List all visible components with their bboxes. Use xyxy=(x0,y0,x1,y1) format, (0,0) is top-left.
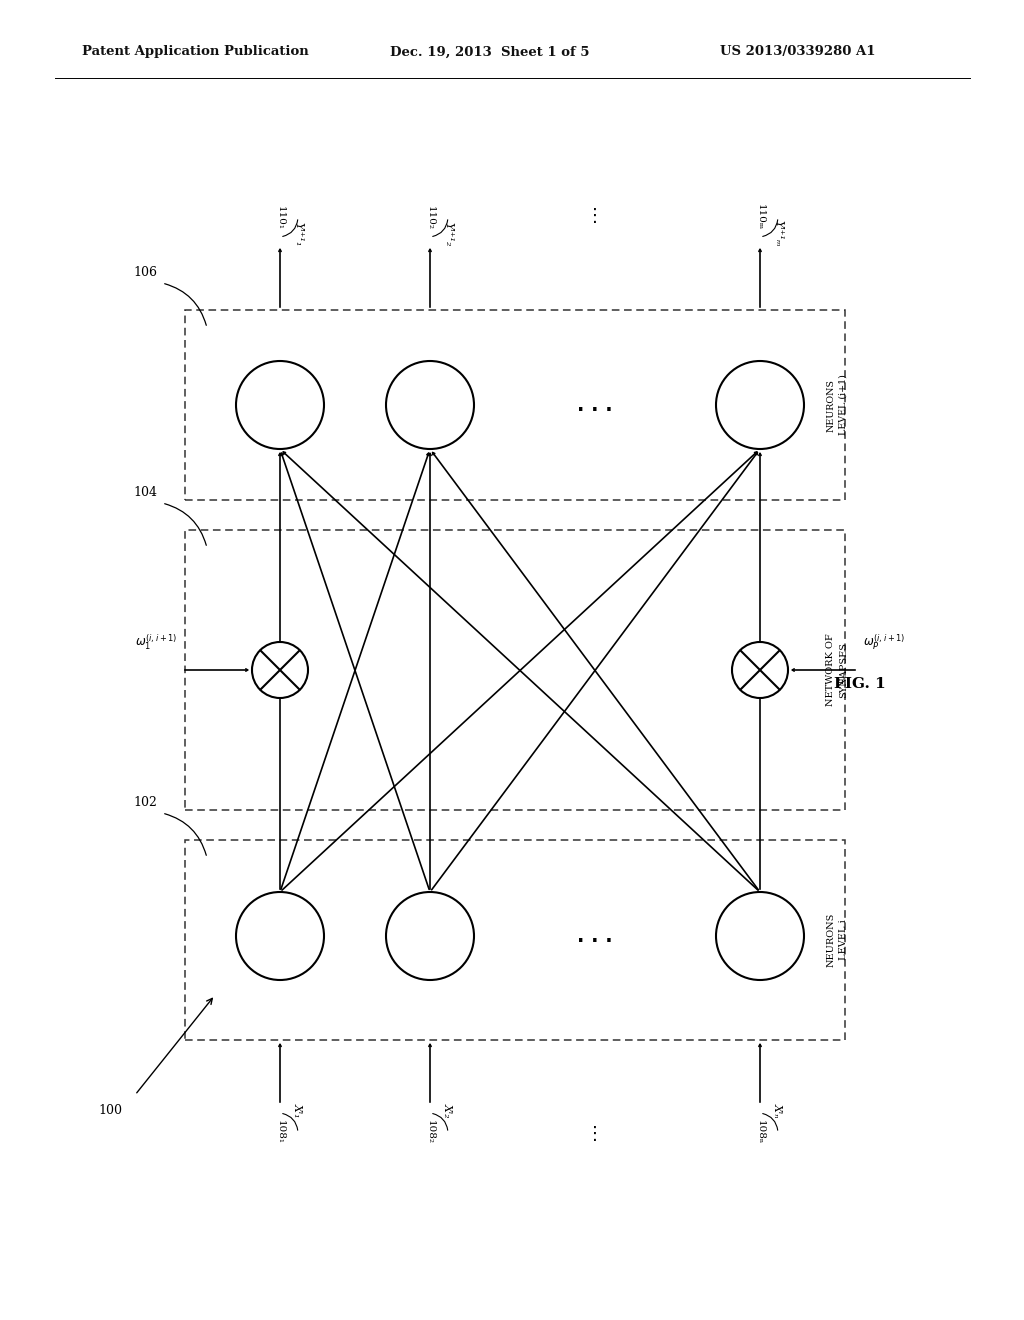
Circle shape xyxy=(236,892,324,979)
Circle shape xyxy=(732,642,788,698)
Bar xyxy=(185,840,845,1040)
Circle shape xyxy=(386,892,474,979)
Text: 110₂: 110₂ xyxy=(426,206,434,230)
Text: . . .: . . . xyxy=(578,396,612,414)
Circle shape xyxy=(386,360,474,449)
Text: . . .: . . . xyxy=(578,927,612,945)
Text: 108₁: 108₁ xyxy=(275,1119,285,1144)
Bar xyxy=(185,531,845,810)
Text: Yⁱ⁺¹₁: Yⁱ⁺¹₁ xyxy=(293,223,303,247)
Text: 110ₘ: 110ₘ xyxy=(756,203,765,230)
Text: 108ₙ: 108ₙ xyxy=(756,1119,765,1144)
Text: Yⁱ⁺¹₂: Yⁱ⁺¹₂ xyxy=(443,223,453,247)
Text: $\omega_P^{(i, i+1)}$: $\omega_P^{(i, i+1)}$ xyxy=(863,632,905,652)
Text: 102: 102 xyxy=(133,796,157,809)
Text: 108₂: 108₂ xyxy=(426,1119,434,1144)
Text: Xⁱₙ: Xⁱₙ xyxy=(773,1104,783,1118)
Text: 106: 106 xyxy=(133,267,157,279)
Text: ⋮: ⋮ xyxy=(586,1125,604,1143)
Text: NEURONS
LEVEL (i+1): NEURONS LEVEL (i+1) xyxy=(826,375,848,436)
Bar xyxy=(185,310,845,500)
Text: Xⁱ₂: Xⁱ₂ xyxy=(443,1104,453,1118)
Text: Dec. 19, 2013  Sheet 1 of 5: Dec. 19, 2013 Sheet 1 of 5 xyxy=(390,45,590,58)
Text: ⋮: ⋮ xyxy=(586,207,604,224)
Text: $\omega_1^{(i, i+1)}$: $\omega_1^{(i, i+1)}$ xyxy=(135,632,177,652)
Text: Yⁱ⁺¹ₘ: Yⁱ⁺¹ₘ xyxy=(773,220,783,247)
Text: US 2013/0339280 A1: US 2013/0339280 A1 xyxy=(720,45,876,58)
Circle shape xyxy=(252,642,308,698)
Text: FIG. 1: FIG. 1 xyxy=(835,677,886,690)
Circle shape xyxy=(236,360,324,449)
Text: 100: 100 xyxy=(98,1104,122,1117)
Circle shape xyxy=(716,892,804,979)
Text: NEURONS
LEVEL i: NEURONS LEVEL i xyxy=(826,913,848,968)
Text: Patent Application Publication: Patent Application Publication xyxy=(82,45,309,58)
Text: 110₁: 110₁ xyxy=(275,206,285,230)
Text: 104: 104 xyxy=(133,486,157,499)
Circle shape xyxy=(716,360,804,449)
Text: NETWORK OF
SYNAPSES: NETWORK OF SYNAPSES xyxy=(826,634,848,706)
Text: Xⁱ₁: Xⁱ₁ xyxy=(293,1104,303,1118)
